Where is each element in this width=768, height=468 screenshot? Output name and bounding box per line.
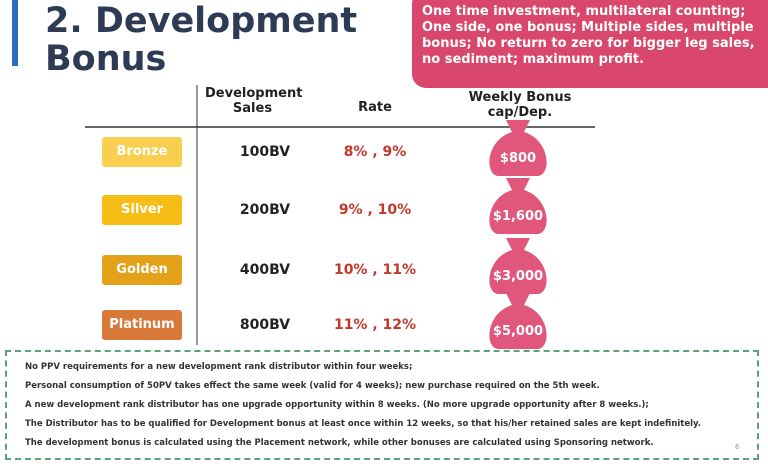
rate-cell: 11% , 12% [333, 317, 417, 333]
sales-cell: 400BV [239, 262, 291, 278]
sales-cell: 200BV [239, 202, 291, 218]
callout-line: One side, one bonus; Multiple sides, mul… [422, 20, 754, 35]
rank-badge: Golden [102, 255, 182, 285]
bags [489, 120, 547, 349]
money-bag [489, 293, 547, 349]
note-line: Personal consumption of 50PV takes effec… [25, 381, 600, 391]
callout-line: One time investment, multilateral counti… [422, 4, 746, 19]
column-header: Development Sales [205, 86, 303, 116]
title: 2. Development Bonus [45, 1, 358, 79]
money-bag [489, 178, 547, 234]
callout-line: bonus; No return to zero for bigger leg … [422, 36, 755, 51]
bonus-cap: $5,000 [492, 324, 544, 339]
rate-cell: 8% , 9% [343, 144, 407, 160]
bonus-cap: $1,600 [492, 209, 544, 224]
column-header: Rate [358, 100, 392, 115]
money-bag [489, 120, 547, 176]
rank-badge: Platinum [102, 310, 182, 340]
rank-badge: Bronze [102, 137, 182, 167]
callout-line: no sediment; maximum profit. [422, 52, 645, 67]
money-bag [489, 238, 547, 294]
note-line: No PPV requirements for a new developmen… [25, 362, 413, 372]
rate-cell: 9% , 10% [338, 202, 412, 218]
callout: One time investment, multilateral counti… [412, 0, 768, 88]
column-header: Weekly Bonus cap/Dep. [468, 90, 572, 120]
bonus-cap: $800 [499, 151, 537, 166]
note-line: The Distributor has to be qualified for … [25, 419, 702, 429]
rate-cell: 10% , 11% [333, 262, 417, 278]
accent-bar [12, 0, 18, 66]
table-lines [85, 85, 595, 349]
notes-box: No PPV requirements for a new developmen… [5, 350, 759, 460]
page-number: 6 [735, 443, 740, 451]
sales-cell: 100BV [239, 144, 291, 160]
rank-badge: Silver [102, 195, 182, 225]
bonus-cap: $3,000 [492, 269, 544, 284]
sales-cell: 800BV [239, 317, 291, 333]
note-line: The development bonus is calculated usin… [25, 438, 654, 448]
note-line: A new development rank distributor has o… [25, 400, 649, 410]
